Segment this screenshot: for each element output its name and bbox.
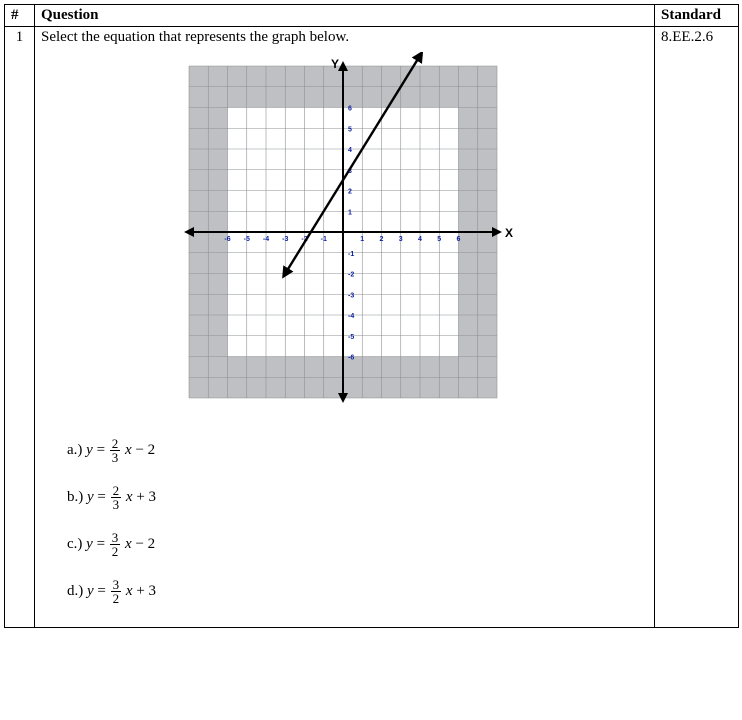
svg-text:6: 6 bbox=[348, 106, 352, 113]
math-tail: − 2 bbox=[135, 442, 155, 458]
svg-text:-6: -6 bbox=[348, 355, 354, 362]
svg-text:-1: -1 bbox=[320, 236, 326, 243]
math-y: y bbox=[86, 536, 93, 552]
svg-text:-5: -5 bbox=[348, 334, 354, 341]
math-eq: = bbox=[97, 536, 109, 552]
numerator: 3 bbox=[110, 531, 121, 545]
numerator: 2 bbox=[110, 437, 121, 451]
svg-text:-6: -6 bbox=[224, 236, 230, 243]
fraction: 3 2 bbox=[110, 531, 121, 558]
choice-label: d.) bbox=[67, 583, 83, 599]
svg-text:1: 1 bbox=[360, 236, 364, 243]
math-tail: − 2 bbox=[135, 536, 155, 552]
svg-text:-1: -1 bbox=[348, 251, 354, 258]
graph-container: -6-6-5-5-4-4-3-3-2-2-1-1112233445566XY bbox=[41, 52, 648, 417]
math-x: x bbox=[126, 583, 133, 599]
svg-text:5: 5 bbox=[437, 236, 441, 243]
choice-d[interactable]: d.) y = 3 2 x + 3 bbox=[67, 578, 648, 605]
math-y: y bbox=[87, 583, 94, 599]
math-eq: = bbox=[97, 583, 109, 599]
math-x: x bbox=[125, 442, 132, 458]
row-standard: 8.EE.2.6 bbox=[655, 27, 739, 628]
row-number: 1 bbox=[5, 27, 35, 628]
svg-text:-4: -4 bbox=[262, 236, 268, 243]
math-x: x bbox=[126, 489, 133, 505]
choice-a[interactable]: a.) y = 2 3 x − 2 bbox=[67, 437, 648, 464]
question-prompt: Select the equation that represents the … bbox=[41, 29, 648, 46]
math-y: y bbox=[86, 442, 93, 458]
denominator: 2 bbox=[110, 545, 121, 558]
fraction: 2 3 bbox=[111, 484, 122, 511]
math-tail: + 3 bbox=[136, 583, 156, 599]
svg-text:-3: -3 bbox=[282, 236, 288, 243]
choice-c[interactable]: c.) y = 3 2 x − 2 bbox=[67, 531, 648, 558]
svg-text:-5: -5 bbox=[243, 236, 249, 243]
math-eq: = bbox=[97, 442, 109, 458]
denominator: 3 bbox=[110, 451, 121, 464]
math-tail: + 3 bbox=[136, 489, 156, 505]
col-question-header: Question bbox=[35, 5, 655, 27]
svg-text:4: 4 bbox=[418, 236, 422, 243]
svg-text:4: 4 bbox=[348, 147, 352, 154]
svg-text:-4: -4 bbox=[348, 313, 354, 320]
col-number-header: # bbox=[5, 5, 35, 27]
choice-b[interactable]: b.) y = 2 3 x + 3 bbox=[67, 484, 648, 511]
row-question-cell: Select the equation that represents the … bbox=[35, 27, 655, 628]
fraction: 3 2 bbox=[111, 578, 122, 605]
coordinate-graph: -6-6-5-5-4-4-3-3-2-2-1-1112233445566XY bbox=[175, 52, 515, 412]
table-header-row: # Question Standard bbox=[5, 5, 739, 27]
svg-text:-3: -3 bbox=[348, 292, 354, 299]
fraction: 2 3 bbox=[110, 437, 121, 464]
col-standard-header: Standard bbox=[655, 5, 739, 27]
svg-text:3: 3 bbox=[398, 236, 402, 243]
math-x: x bbox=[125, 536, 132, 552]
numerator: 2 bbox=[111, 484, 122, 498]
svg-text:1: 1 bbox=[348, 209, 352, 216]
denominator: 2 bbox=[111, 592, 122, 605]
answer-choices: a.) y = 2 3 x − 2 b.) y bbox=[67, 437, 648, 605]
denominator: 3 bbox=[111, 498, 122, 511]
choice-label: a.) bbox=[67, 442, 82, 458]
svg-text:6: 6 bbox=[456, 236, 460, 243]
math-y: y bbox=[87, 489, 94, 505]
svg-text:X: X bbox=[505, 226, 513, 240]
svg-text:2: 2 bbox=[379, 236, 383, 243]
svg-text:Y: Y bbox=[331, 57, 339, 71]
svg-text:2: 2 bbox=[348, 189, 352, 196]
choice-label: c.) bbox=[67, 536, 82, 552]
svg-text:5: 5 bbox=[348, 126, 352, 133]
choice-label: b.) bbox=[67, 489, 83, 505]
math-eq: = bbox=[97, 489, 109, 505]
numerator: 3 bbox=[111, 578, 122, 592]
svg-text:-2: -2 bbox=[348, 272, 354, 279]
table-row: 1 Select the equation that represents th… bbox=[5, 27, 739, 628]
question-table: # Question Standard 1 Select the equatio… bbox=[4, 4, 739, 628]
